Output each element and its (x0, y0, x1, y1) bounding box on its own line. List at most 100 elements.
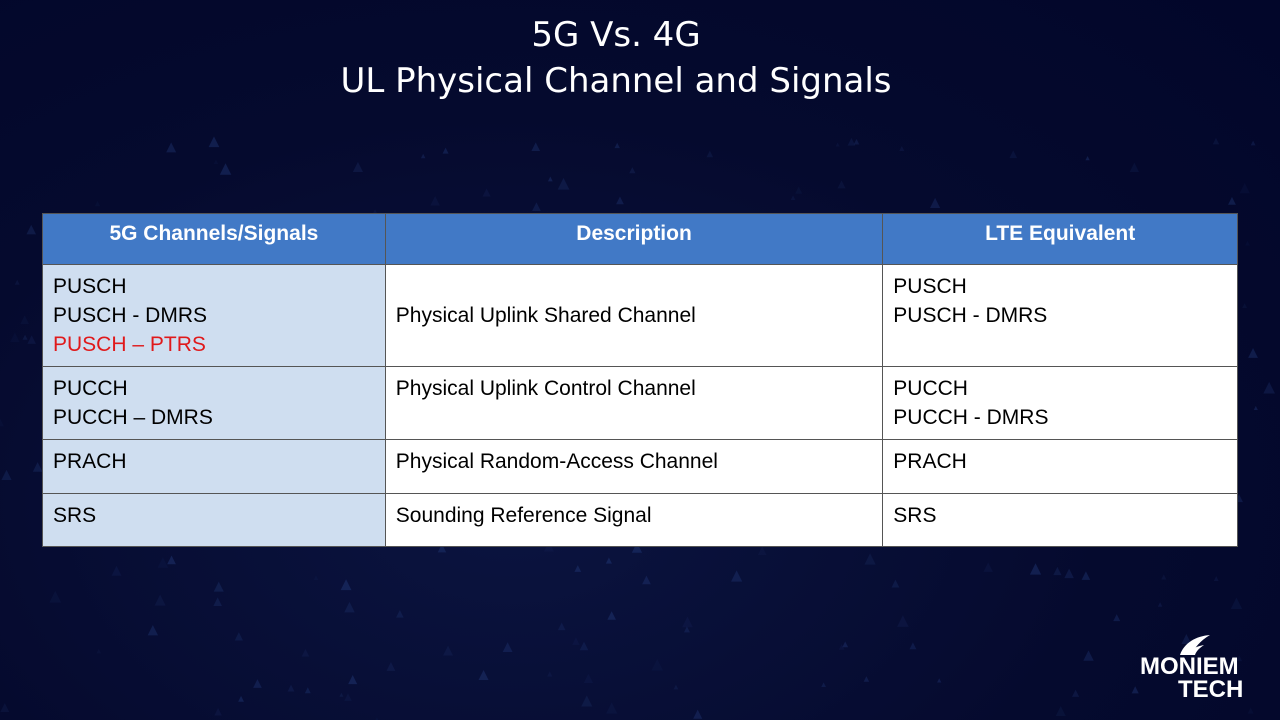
background-triangle (1230, 597, 1243, 609)
background-triangle (157, 557, 169, 568)
background-triangle (482, 188, 491, 197)
background-triangle (339, 692, 344, 697)
background-triangle (1250, 140, 1256, 146)
background-triangle (673, 684, 679, 690)
cell-5g: PRACH (42, 439, 386, 494)
background-triangle (0, 418, 5, 427)
title-line-2: UL Physical Channel and Signals (340, 61, 892, 101)
background-triangle (1053, 566, 1062, 576)
background-triangle (909, 642, 917, 650)
background-triangle (651, 658, 664, 671)
header-description: Description (384, 213, 884, 265)
background-triangle (1213, 576, 1219, 581)
background-triangle (1212, 137, 1220, 145)
background-triangle (442, 147, 449, 154)
lte-item: PUCCH (893, 377, 968, 400)
logo-text-2: TECH (1178, 676, 1243, 703)
background-triangle (1161, 574, 1167, 580)
background-triangle (1242, 303, 1248, 309)
background-triangle (1071, 689, 1080, 697)
background-triangle (386, 662, 396, 671)
background-triangle (1157, 602, 1163, 607)
background-triangle (614, 142, 620, 149)
background-triangle (111, 565, 122, 576)
background-triangle (27, 335, 36, 344)
table-row: PRACH Physical Random-Access Channel PRA… (42, 439, 1238, 494)
comparison-table: 5G Channels/Signals Description LTE Equi… (42, 213, 1238, 547)
background-triangle (502, 642, 513, 653)
table-header-row: 5G Channels/Signals Description LTE Equi… (42, 213, 1238, 265)
background-triangle (557, 177, 570, 190)
background-triangle (547, 671, 553, 677)
background-triangle (757, 546, 767, 556)
lte-item: SRS (893, 504, 937, 527)
background-triangle (790, 195, 796, 201)
background-triangle (219, 163, 232, 175)
lte-item: PUSCH (893, 275, 967, 298)
background-triangle (372, 209, 378, 215)
background-triangle (167, 555, 176, 565)
background-triangle (1064, 568, 1074, 579)
background-triangle (1085, 155, 1090, 161)
background-triangle (375, 717, 379, 720)
background-triangle (853, 138, 860, 145)
background-triangle (629, 167, 636, 174)
background-triangle (10, 332, 20, 343)
background-triangle (579, 641, 589, 651)
background-triangle (937, 678, 942, 683)
background-triangle (253, 679, 262, 688)
background-triangle (214, 707, 222, 716)
background-triangle (532, 202, 541, 212)
background-triangle (864, 553, 876, 565)
background-triangle (234, 632, 243, 641)
nr-item: PRACH (53, 450, 127, 473)
background-triangle (287, 684, 295, 692)
background-triangle (301, 648, 310, 657)
background-triangle (304, 687, 311, 694)
background-triangle (1, 469, 12, 481)
cell-lte: PUSCH PUSCH - DMRS (882, 264, 1238, 367)
nr-item: PUCCH – DMRS (53, 406, 213, 429)
background-triangle (607, 611, 616, 620)
background-triangle (20, 315, 30, 325)
background-triangle (795, 186, 803, 194)
background-triangle (313, 575, 319, 581)
background-triangle (443, 645, 454, 656)
cell-5g: SRS (42, 493, 386, 547)
cell-description: Sounding Reference Signal (384, 493, 884, 547)
background-triangle (891, 579, 900, 588)
cell-lte: PRACH (882, 439, 1238, 494)
background-triangle (1081, 571, 1091, 580)
background-triangle (1181, 634, 1192, 645)
background-triangle (631, 542, 643, 553)
background-triangle (863, 676, 870, 682)
background-triangle (344, 693, 352, 701)
background-triangle (1113, 614, 1121, 622)
background-triangle (1245, 240, 1251, 246)
background-triangle (838, 644, 845, 650)
cell-description: Physical Random-Access Channel (384, 439, 884, 494)
background-triangle (1129, 162, 1140, 173)
table-row: SRS Sounding Reference Signal SRS (42, 493, 1238, 547)
background-triangle (1083, 650, 1094, 661)
header-5g: 5G Channels/Signals (42, 213, 386, 265)
background-triangle (842, 641, 849, 648)
table-row: PUSCH PUSCH - DMRS PUSCH – PTRS Physical… (42, 264, 1238, 367)
lte-item: PRACH (893, 450, 967, 473)
background-triangle (574, 565, 582, 572)
cell-5g: PUCCH PUCCH – DMRS (42, 366, 386, 440)
background-triangle (572, 637, 580, 645)
background-triangle (899, 145, 905, 151)
nr-item: PUSCH - DMRS (53, 304, 208, 327)
background-triangle (821, 682, 826, 688)
background-triangle (213, 597, 222, 606)
background-triangle (706, 150, 714, 158)
nr-item: SRS (53, 504, 97, 527)
background-triangle (1029, 563, 1042, 575)
nr-item-new: PUSCH – PTRS (53, 333, 206, 356)
background-triangle (32, 462, 43, 472)
moniem-tech-logo: MONIEM TECH (1140, 635, 1243, 703)
logo-text-1: MONIEM (1140, 653, 1239, 680)
nr-item: PUSCH (53, 275, 127, 298)
background-triangle (340, 579, 352, 591)
